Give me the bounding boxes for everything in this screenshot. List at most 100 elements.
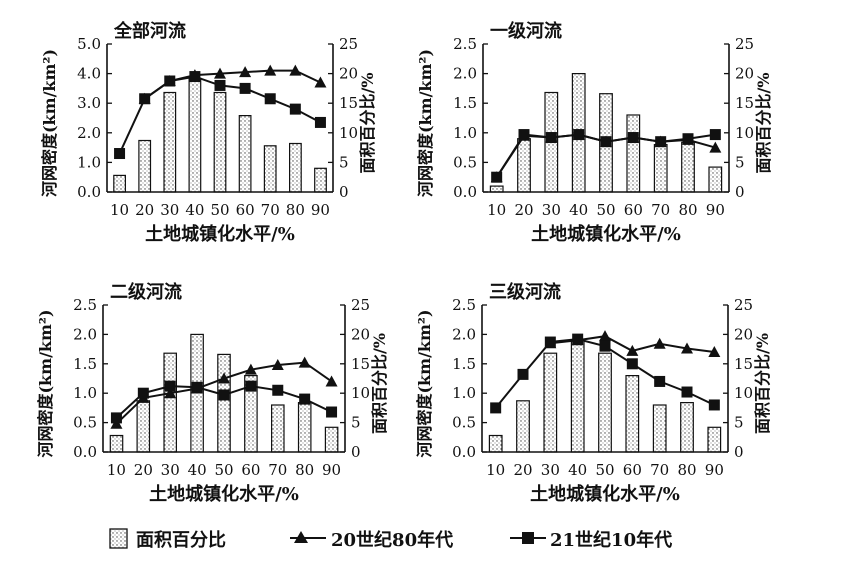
y-axis-label: 河网密度(km/km²) <box>40 49 59 197</box>
bar-80 <box>289 142 302 193</box>
point-80s-60 <box>239 66 252 78</box>
point-10s-50 <box>214 79 226 91</box>
legend-area-label: 面积百分比 <box>136 530 226 551</box>
x-tick-label: 20 <box>514 201 533 219</box>
x-axis-label: 土地城镇化水平/% <box>145 223 295 245</box>
chart-title: 全部河流 <box>113 20 186 42</box>
legend-80s-label: 20世纪80年代 <box>331 529 453 551</box>
x-tick-label: 20 <box>134 461 153 479</box>
chart-panel-2: 0.0 0.5 1.0 1.5 2.0 2.5 0 5 10 15 20 25 10 20 30 40 50 60… <box>416 20 773 245</box>
point-80s-70 <box>271 358 284 370</box>
y2-tick-label: 0 <box>735 183 745 201</box>
bar-60 <box>625 375 640 453</box>
x-tick-label: 50 <box>596 201 615 219</box>
point-10s-50 <box>218 389 230 401</box>
point-80s-50 <box>218 372 230 384</box>
y2-tick-label: 10 <box>339 124 358 142</box>
y-tick-label: 0.5 <box>452 414 476 432</box>
chart-title: 一级河流 <box>490 20 562 42</box>
y-tick-label: 1.0 <box>452 384 476 402</box>
bar-10 <box>109 434 124 453</box>
point-10s-70 <box>654 375 666 387</box>
legend-area-swatch <box>109 528 128 549</box>
y-tick-label: 1.0 <box>73 384 97 402</box>
point-10s-90 <box>326 406 338 418</box>
point-10s-20 <box>137 387 149 399</box>
point-10s-60 <box>627 132 639 144</box>
y2-tick-label: 20 <box>734 325 753 343</box>
y-tick-label: 1.5 <box>453 94 477 112</box>
bar-20 <box>138 139 152 193</box>
point-80s-50 <box>599 330 611 342</box>
y2-tick-label: 25 <box>351 296 370 314</box>
bar-70 <box>652 404 667 453</box>
y-tick-label: 1.0 <box>77 153 101 171</box>
point-10s-10 <box>491 171 503 183</box>
point-10s-70 <box>264 93 276 105</box>
y2-tick-label: 10 <box>351 384 370 402</box>
x-tick-label: 80 <box>286 201 305 219</box>
point-10s-80 <box>681 386 693 398</box>
point-10s-50 <box>599 340 611 352</box>
y2-tick-label: 25 <box>735 35 754 53</box>
y-axis-label: 河网密度(km/km²) <box>36 309 55 457</box>
y2-tick-label: 5 <box>734 414 744 432</box>
y-tick-label: 0.0 <box>453 183 477 201</box>
y2-tick-label: 20 <box>735 65 754 83</box>
bar-50 <box>217 353 231 453</box>
point-10s-80 <box>682 133 694 145</box>
bar-90 <box>708 166 723 193</box>
point-10s-40 <box>573 129 585 141</box>
y2-tick-label: 0 <box>734 443 744 461</box>
y-tick-label: 4.0 <box>77 65 101 83</box>
x-tick-label: 90 <box>322 461 341 479</box>
x-tick-label: 40 <box>569 201 588 219</box>
point-10s-80 <box>299 393 311 405</box>
y-tick-label: 1.5 <box>452 355 476 373</box>
bar-90 <box>314 167 327 193</box>
chart-panel-3: 0.0 0.5 1.0 1.5 2.0 2.5 0 5 10 15 20 25 10 20 30 40 50 60… <box>36 281 389 505</box>
x-tick-label: 10 <box>486 461 505 479</box>
point-10s-20 <box>517 368 529 380</box>
point-80s-80 <box>681 342 693 354</box>
y2-tick-label: 0 <box>339 183 349 201</box>
bar-90 <box>707 426 722 453</box>
bar-50 <box>598 352 612 453</box>
point-80s-70 <box>653 337 666 349</box>
y-tick-label: 0.5 <box>73 414 97 432</box>
x-tick-label: 60 <box>236 201 255 219</box>
x-tick-label: 80 <box>678 201 697 219</box>
y2-axis-label: 面积百分比/% <box>753 333 772 434</box>
bar-60 <box>626 114 641 193</box>
point-80s-90 <box>325 375 338 387</box>
y2-tick-label: 15 <box>735 94 754 112</box>
x-tick-label: 30 <box>541 461 560 479</box>
y2-tick-label: 0 <box>351 443 361 461</box>
point-10s-60 <box>239 82 251 94</box>
point-80s-90 <box>708 346 721 358</box>
point-80s-80 <box>298 356 311 368</box>
x-axis-label: 土地城镇化水平/% <box>531 223 681 245</box>
x-tick-label: 10 <box>487 201 506 219</box>
y2-tick-label: 20 <box>339 65 358 83</box>
bar-10 <box>489 185 504 193</box>
x-axis-label: 土地城镇化水平/% <box>530 483 680 505</box>
y-tick-label: 2.5 <box>452 296 476 314</box>
legend-80s-triangle-marker <box>294 531 308 543</box>
y-tick-label: 2.0 <box>453 65 477 83</box>
x-tick-label: 40 <box>185 201 204 219</box>
point-10s-10 <box>114 148 126 160</box>
y-tick-label: 2.5 <box>453 35 477 53</box>
x-tick-label: 70 <box>268 461 287 479</box>
chart-title: 三级河流 <box>489 281 561 303</box>
x-tick-label: 60 <box>623 461 642 479</box>
y2-tick-label: 25 <box>339 35 358 53</box>
x-tick-label: 70 <box>261 201 280 219</box>
point-10s-30 <box>544 336 556 348</box>
y2-tick-label: 5 <box>735 153 745 171</box>
point-10s-20 <box>139 93 151 105</box>
point-10s-60 <box>626 358 638 370</box>
y-axis-label: 河网密度(km/km²) <box>415 309 434 457</box>
x-tick-label: 30 <box>542 201 561 219</box>
